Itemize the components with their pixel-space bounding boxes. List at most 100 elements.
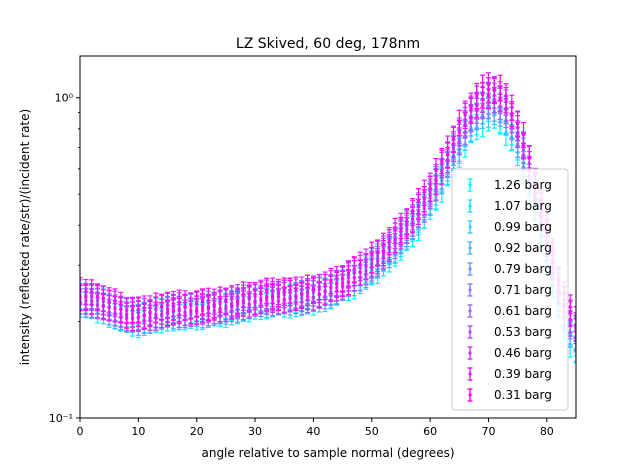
data-point <box>224 298 228 302</box>
data-point <box>276 295 280 299</box>
data-point <box>300 292 304 296</box>
data-point <box>311 288 316 292</box>
legend-label: 0.31 barg <box>494 388 552 402</box>
data-point <box>428 186 432 191</box>
legend-label: 0.61 barg <box>494 304 552 318</box>
data-point <box>527 156 531 160</box>
y-axis: 10⁻¹ 10⁰ <box>49 92 80 425</box>
data-point <box>101 303 105 308</box>
data-point <box>405 223 409 227</box>
data-point <box>364 264 368 268</box>
data-point <box>381 250 386 255</box>
legend-box <box>451 168 569 411</box>
data-point <box>119 308 123 312</box>
x-axis-label: angle relative to sample normal (degrees… <box>201 446 454 460</box>
data-point <box>90 290 94 294</box>
y-axis-label: intensity (reflected rate/str)/(incident… <box>18 109 32 365</box>
data-point <box>422 197 426 201</box>
data-point <box>446 153 450 157</box>
x-tick-label: 10 <box>131 425 145 438</box>
data-point <box>440 158 444 163</box>
x-tick-label: 50 <box>365 425 379 438</box>
data-point <box>510 111 514 116</box>
legend-marker-dot <box>468 393 472 397</box>
data-point <box>376 250 380 254</box>
data-point <box>270 295 275 299</box>
data-point <box>125 313 129 317</box>
data-point <box>521 132 526 137</box>
data-point <box>218 297 222 301</box>
legend-label: 1.07 barg <box>494 199 552 213</box>
data-point <box>230 304 234 308</box>
data-point <box>142 314 146 318</box>
data-point <box>568 305 572 309</box>
data-point <box>288 288 292 292</box>
data-point <box>457 120 461 124</box>
data-point <box>95 295 100 299</box>
data-point <box>265 288 269 292</box>
chart-title: LZ Skived, 60 deg, 178nm <box>236 36 420 52</box>
legend: 1.26 barg 1.07 barg 0.99 barg 0.92 barg 0.79… <box>451 168 569 411</box>
data-point <box>492 88 496 93</box>
legend-label: 0.46 barg <box>494 346 552 360</box>
data-point <box>183 305 187 309</box>
data-point <box>323 284 327 289</box>
data-point <box>358 270 362 274</box>
data-point <box>335 282 339 286</box>
x-tick-label: 20 <box>190 425 204 438</box>
data-point <box>84 295 88 299</box>
legend-marker-dot <box>468 246 472 250</box>
x-tick-label: 0 <box>77 425 84 438</box>
data-point <box>516 122 520 126</box>
data-point <box>416 199 421 203</box>
data-point <box>469 108 473 112</box>
data-point <box>282 288 286 292</box>
x-axis: 0 10 20 30 40 50 60 70 80 <box>77 418 554 438</box>
x-tick-label: 30 <box>248 425 262 438</box>
data-point <box>340 281 345 286</box>
data-point <box>200 299 205 303</box>
data-point <box>498 85 502 89</box>
data-point <box>177 300 181 304</box>
data-point <box>160 304 164 309</box>
legend-label: 0.79 barg <box>494 262 552 276</box>
legend-label: 0.53 barg <box>494 325 552 339</box>
data-point <box>113 299 117 303</box>
data-point <box>504 94 508 98</box>
data-point <box>294 295 298 299</box>
legend-marker-dot <box>468 225 472 229</box>
data-point <box>165 310 170 314</box>
legend-label: 0.71 barg <box>494 283 552 297</box>
data-point <box>212 305 216 309</box>
data-point <box>305 285 310 289</box>
data-point <box>241 292 245 296</box>
data-point <box>434 168 438 173</box>
data-point <box>154 303 158 307</box>
x-tick-label: 70 <box>481 425 495 438</box>
data-point <box>136 307 140 311</box>
legend-label: 0.39 barg <box>494 367 552 381</box>
data-point <box>317 292 321 296</box>
legend-marker-dot <box>468 288 472 292</box>
legend-marker-dot <box>468 330 472 334</box>
data-point <box>148 311 152 316</box>
data-point <box>451 137 456 141</box>
legend-marker-dot <box>468 372 472 376</box>
data-point <box>189 309 193 313</box>
legend-label: 0.92 barg <box>494 241 552 255</box>
data-point <box>486 88 491 92</box>
y-tick-label: 10⁻¹ <box>49 412 73 425</box>
data-point <box>346 271 351 275</box>
data-point <box>387 240 391 244</box>
data-point <box>235 299 240 303</box>
legend-label: 0.99 barg <box>494 220 552 234</box>
x-tick-label: 80 <box>540 425 554 438</box>
series-0-31-barg <box>80 74 576 339</box>
data-point <box>247 296 251 300</box>
legend-marker-dot <box>468 183 472 187</box>
data-point <box>253 299 257 303</box>
data-point <box>475 93 479 98</box>
y-tick-label: 10⁰ <box>55 92 74 105</box>
